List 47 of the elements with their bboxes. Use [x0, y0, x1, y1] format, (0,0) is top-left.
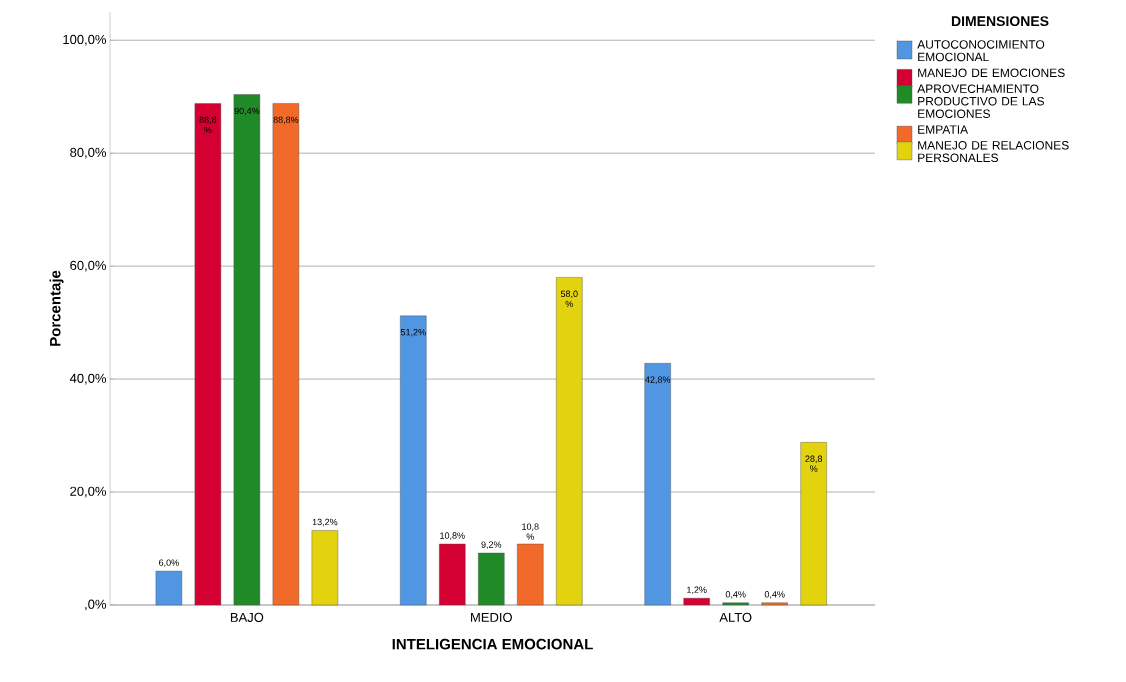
y-tick-label: 40,0% [69, 373, 107, 385]
data-label: 90,4% [234, 107, 260, 116]
x-tick-label: MEDIO [471, 612, 512, 622]
bar [722, 602, 749, 606]
data-label: 6,0% [159, 559, 179, 567]
x-tick-label: ALTO [719, 612, 752, 622]
x-tick-label: BAJO [230, 612, 264, 622]
bar [683, 598, 710, 606]
data-label: 88,8 % [199, 116, 217, 134]
legend-label: MANEJO DE EMOCIONES [918, 68, 1065, 78]
bar [400, 315, 427, 606]
y-tick-label: ,0% [85, 599, 107, 611]
y-tick-label: 80,0% [70, 147, 107, 159]
legend-label: EMPATIA [918, 125, 969, 134]
data-label: 51,2% [400, 329, 426, 337]
legend-label: AUTOCONOCIMIENTO EMOCIONAL [917, 40, 1045, 62]
bar [800, 442, 827, 606]
bar [439, 543, 466, 606]
data-label: 10,8% [440, 532, 465, 540]
bar [311, 530, 339, 606]
bar [478, 552, 505, 606]
y-tick-label: 60,0% [70, 260, 107, 272]
bar [517, 543, 544, 606]
legend-label: APROVECHAMIENTO PRODUCTIVO DE LAS EMOCIONES [917, 84, 1044, 118]
data-label: 88,8% [273, 116, 299, 125]
data-label: 42,8% [645, 376, 671, 384]
data-label: 0,4% [764, 591, 785, 599]
y-tick-label: 20,0% [70, 486, 107, 498]
data-label: 9,2% [481, 541, 502, 549]
x-axis-title: INTELIGENCIA EMOCIONAL [392, 638, 593, 650]
legend-label: MANEJO DE RELACIONES PERSONALES [918, 141, 1069, 163]
data-label: 0,4% [725, 591, 746, 599]
y-axis-title: Porcentaje [49, 270, 64, 346]
data-label: 28,8 % [805, 455, 823, 472]
bar [155, 570, 183, 606]
y-tick-label: 100,0% [63, 34, 107, 46]
data-label: 1,2% [687, 586, 707, 594]
bar [761, 602, 788, 606]
data-label: 10,8 % [522, 523, 539, 540]
bar [272, 103, 300, 606]
bar [194, 103, 222, 606]
legend-title: DIMENSIONES [951, 16, 1049, 27]
bar [233, 94, 261, 606]
bar [644, 363, 671, 606]
bar [556, 277, 583, 606]
data-label: 13,2% [312, 518, 338, 527]
data-label: 58,0 % [560, 290, 578, 307]
